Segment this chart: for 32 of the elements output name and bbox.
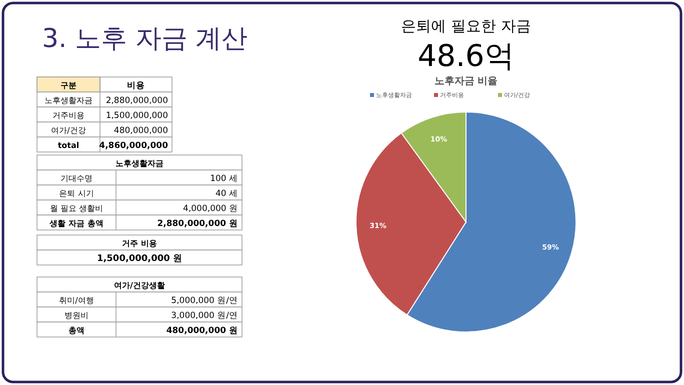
category-label: 병원비 <box>64 311 88 320</box>
category-label: 월 필요 생활비 <box>50 204 104 213</box>
text: 은퇴에 필요한 자금 <box>401 17 531 35</box>
text: 1,500,000,000 원 <box>96 254 182 264</box>
category-label: 구분 <box>60 81 76 90</box>
text: 48.6억 <box>418 39 514 74</box>
chart-title: 노후자금 비율 <box>434 76 498 87</box>
text: 2,880,000,000 원 <box>157 219 238 229</box>
text: 2,880,000,000 <box>106 96 168 106</box>
text: 4,860,000,000 <box>99 141 168 151</box>
category-label: 여가/건강 <box>51 126 86 135</box>
category-label: 생활 자금 총액 <box>48 219 104 228</box>
text: 40 세 <box>215 189 238 199</box>
text: 3. 노후 자금 계산 <box>42 24 248 54</box>
text: 3,000,000 원/연 <box>171 311 238 321</box>
category-label: 은퇴 시기 <box>59 189 94 198</box>
category-label: 거주비용 <box>52 111 84 120</box>
category-label: 노후생활자금 <box>44 96 92 105</box>
text: 4,000,000 원 <box>183 204 238 214</box>
text: 480,000,000 원 <box>166 326 238 336</box>
text: 1,500,000,000 <box>106 111 168 121</box>
category-label: total <box>58 141 80 150</box>
category-label: 취미/여행 <box>59 296 94 305</box>
text: 거주 비용 <box>122 239 157 248</box>
category-label: 기대수명 <box>60 174 92 183</box>
text: 5,000,000 원/연 <box>171 296 238 306</box>
text: 비용 <box>127 81 145 91</box>
text: 480,000,000 <box>114 126 168 136</box>
text: 노후생활자금 <box>116 159 164 168</box>
text: 여가/건강생활 <box>114 281 165 290</box>
category-label: 총액 <box>68 326 84 335</box>
text: 100 세 <box>210 174 238 184</box>
